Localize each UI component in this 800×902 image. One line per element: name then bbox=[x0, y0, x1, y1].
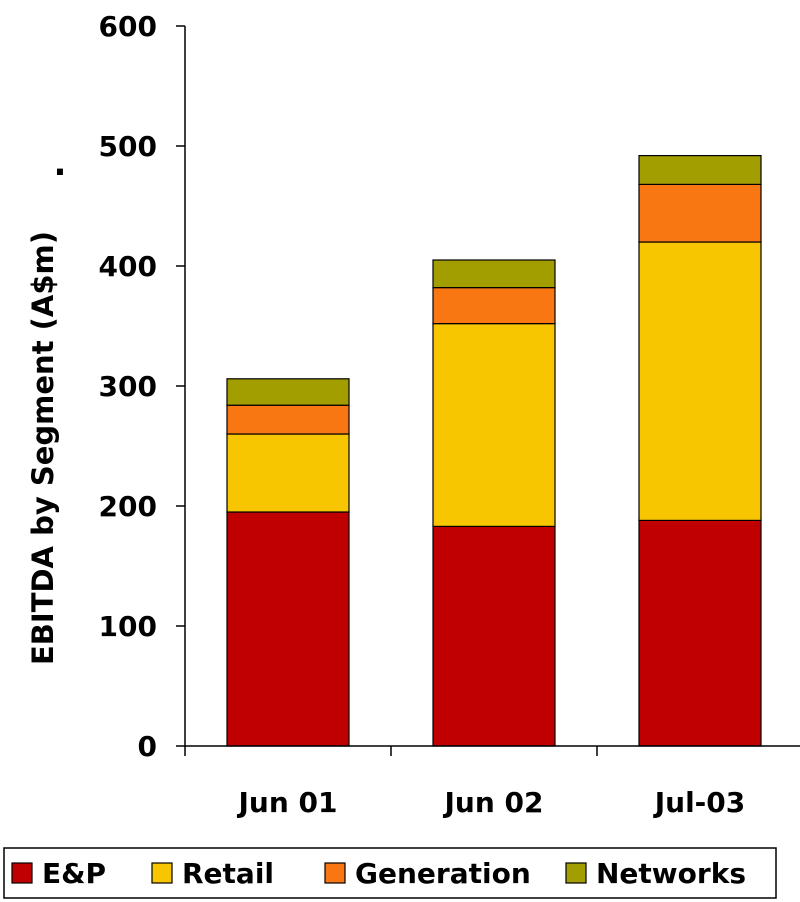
bar-networks-1 bbox=[226, 378, 350, 406]
legend-swatch-retail bbox=[151, 862, 173, 884]
legend-label-retail: Retail bbox=[182, 857, 274, 890]
y-tick-label: 200 bbox=[99, 490, 157, 523]
x-tick-label: Jun 01 bbox=[237, 786, 338, 819]
legend-swatch-networks bbox=[565, 862, 587, 884]
legend-label-generation: Generation bbox=[355, 857, 531, 890]
y-tick-label: 600 bbox=[99, 10, 157, 43]
y-axis-title: EBITDA by Segment (A$m) bbox=[26, 231, 60, 665]
y-tick-label: 400 bbox=[99, 250, 157, 283]
bar-e-p-3 bbox=[638, 519, 762, 747]
legend: E&P Retail Generation Networks bbox=[3, 847, 777, 899]
legend-swatch-generation bbox=[324, 862, 346, 884]
y-axis-title-group: EBITDA by Segment (A$m) bbox=[26, 231, 60, 665]
y-tick-label: 100 bbox=[99, 610, 157, 643]
bar-networks-2 bbox=[432, 259, 556, 289]
bar-retail-2 bbox=[432, 323, 556, 528]
legend-label-networks: Networks bbox=[596, 857, 746, 890]
bar-generation-3 bbox=[638, 183, 762, 243]
y-tick-label: 300 bbox=[99, 370, 157, 403]
legend-swatch-e-p bbox=[11, 862, 33, 884]
bar-generation-2 bbox=[432, 287, 556, 325]
y-tick-label: 0 bbox=[138, 730, 157, 763]
bar-e-p-1 bbox=[226, 511, 350, 747]
x-tick-label: Jul-03 bbox=[653, 786, 746, 819]
bar-retail-1 bbox=[226, 433, 350, 513]
plot-area: 0 100 200 300 400 500 600 Jun 01 Jun 02 Jul-03 bbox=[99, 10, 800, 819]
bar-networks-3 bbox=[638, 155, 762, 186]
x-tick-label: Jun 02 bbox=[443, 786, 544, 819]
legend-label-e-p: E&P bbox=[42, 857, 106, 890]
bar-e-p-2 bbox=[432, 525, 556, 747]
legend-box bbox=[3, 847, 777, 899]
bar-retail-3 bbox=[638, 241, 762, 521]
y-tick-label: 500 bbox=[99, 130, 157, 163]
y-axis-title-marker: . bbox=[54, 144, 67, 184]
bar-generation-1 bbox=[226, 404, 350, 435]
